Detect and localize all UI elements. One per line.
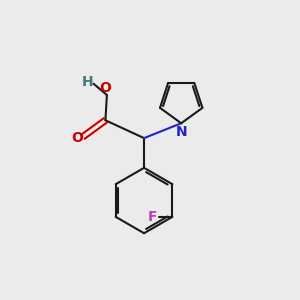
Text: N: N xyxy=(176,124,187,139)
Text: H: H xyxy=(82,75,93,89)
Text: O: O xyxy=(100,82,111,95)
Text: F: F xyxy=(148,210,157,224)
Text: O: O xyxy=(71,131,83,145)
